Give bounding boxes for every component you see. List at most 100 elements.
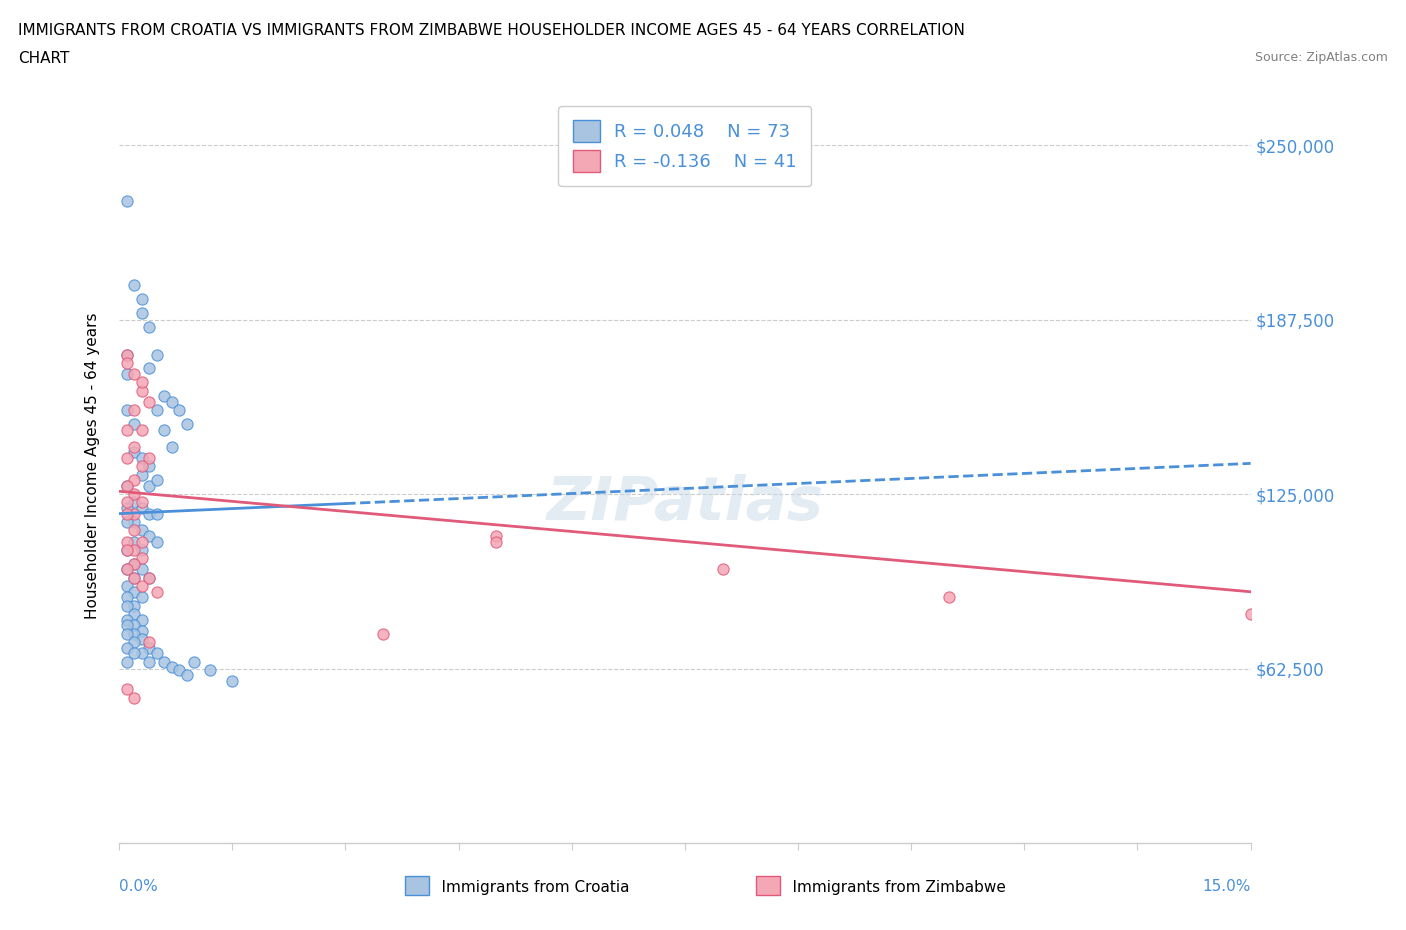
Point (115, 542, 138, 557)
Point (160, 659, 183, 674)
Point (122, 534, 145, 549)
Point (131, 383, 153, 398)
Point (138, 394, 160, 409)
Point (115, 506, 138, 521)
Point (122, 542, 145, 557)
Point (122, 486, 145, 501)
Point (138, 528, 160, 543)
Point (115, 542, 138, 557)
Point (146, 347, 169, 362)
Point (122, 598, 145, 613)
Point (131, 305, 153, 320)
Text: Immigrants from Croatia: Immigrants from Croatia (422, 880, 630, 895)
Point (122, 645, 145, 660)
Point (131, 631, 153, 646)
Point (122, 556, 145, 571)
Point (131, 458, 153, 473)
Point (122, 634, 145, 649)
Point (169, 662, 191, 677)
Point (131, 562, 153, 577)
Point (122, 626, 145, 641)
Point (115, 618, 138, 632)
Point (115, 422, 138, 437)
Point (221, 673, 243, 688)
Point (115, 347, 138, 362)
Point (198, 662, 221, 677)
Point (131, 612, 153, 627)
Point (131, 500, 153, 515)
Point (115, 495, 138, 510)
Point (146, 506, 169, 521)
Point (131, 578, 153, 593)
Point (131, 291, 153, 306)
Point (115, 478, 138, 493)
Point (115, 450, 138, 465)
Text: ZIPatlas: ZIPatlas (547, 474, 824, 534)
Point (138, 570, 160, 585)
Point (115, 682, 138, 697)
Point (115, 562, 138, 577)
Point (115, 500, 138, 515)
Point (115, 403, 138, 418)
Point (169, 403, 191, 418)
Point (131, 551, 153, 565)
Point (122, 570, 145, 585)
Point (160, 394, 183, 409)
Point (122, 514, 145, 529)
Point (131, 590, 153, 604)
Point (115, 562, 138, 577)
Point (115, 612, 138, 627)
Point (138, 450, 160, 465)
Point (131, 467, 153, 482)
Text: CHART: CHART (18, 51, 70, 66)
Point (131, 542, 153, 557)
Point (160, 439, 183, 454)
Point (138, 640, 160, 655)
Point (115, 640, 138, 655)
Text: 0.0%: 0.0% (120, 879, 157, 894)
Point (131, 645, 153, 660)
Text: 15.0%: 15.0% (1202, 879, 1251, 894)
Point (122, 523, 145, 538)
Legend: R = 0.048    N = 73, R = -0.136    N = 41: R = 0.048 N = 73, R = -0.136 N = 41 (558, 106, 811, 186)
Point (122, 495, 145, 510)
Point (122, 277, 145, 292)
Point (115, 626, 138, 641)
Point (131, 495, 153, 510)
Text: IMMIGRANTS FROM CROATIA VS IMMIGRANTS FROM ZIMBABWE HOUSEHOLDER INCOME AGES 45 -: IMMIGRANTS FROM CROATIA VS IMMIGRANTS FR… (18, 23, 965, 38)
Point (146, 534, 169, 549)
Point (153, 389, 176, 404)
Point (711, 562, 734, 577)
Point (122, 506, 145, 521)
Point (122, 606, 145, 621)
Point (146, 584, 169, 599)
Point (122, 690, 145, 705)
Point (153, 422, 176, 437)
Point (1240, 606, 1263, 621)
Point (115, 534, 138, 549)
Point (122, 403, 145, 418)
Point (131, 450, 153, 465)
Point (122, 439, 145, 454)
Point (122, 618, 145, 632)
Point (115, 193, 138, 208)
Point (122, 556, 145, 571)
Point (115, 654, 138, 669)
Point (138, 478, 160, 493)
Point (138, 570, 160, 585)
Point (122, 584, 145, 599)
Point (138, 654, 160, 669)
Point (122, 366, 145, 381)
Point (176, 668, 198, 683)
Point (131, 523, 153, 538)
Point (122, 472, 145, 487)
Point (485, 534, 508, 549)
Point (485, 528, 508, 543)
Point (131, 534, 153, 549)
Point (153, 654, 176, 669)
Point (115, 478, 138, 493)
Point (146, 403, 169, 418)
Point (138, 506, 160, 521)
Point (176, 417, 198, 432)
Point (138, 319, 160, 334)
